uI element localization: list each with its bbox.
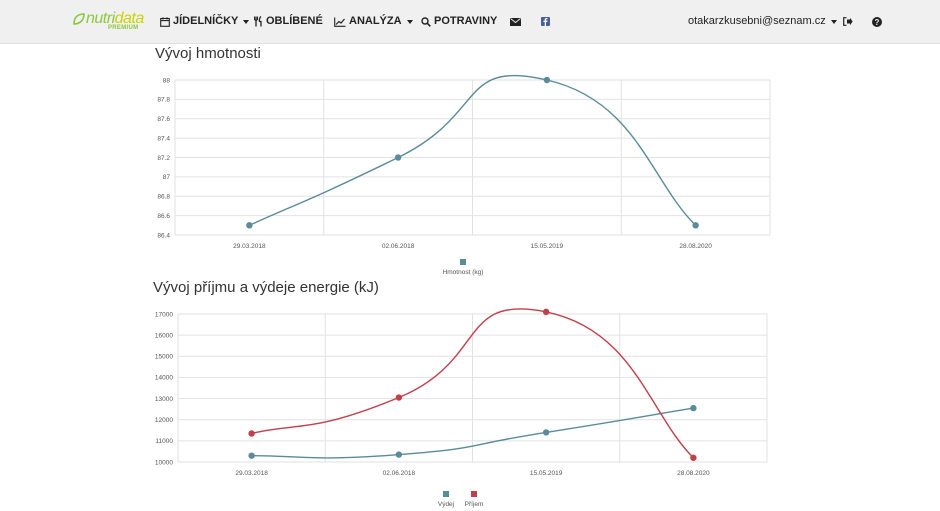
nav-jidelnicky[interactable]: JÍDELNÍČKY bbox=[160, 0, 250, 43]
user-menu[interactable]: otakarzkusebni@seznam.cz bbox=[688, 0, 837, 43]
data-point[interactable] bbox=[542, 308, 550, 316]
data-point[interactable] bbox=[690, 404, 697, 412]
x-tick-label: 28.08.2020 bbox=[679, 243, 712, 250]
data-point[interactable] bbox=[542, 429, 550, 436]
navbar: nutridata PREMIUM JÍDELNÍČKY OBLÍBENÉ AN… bbox=[0, 0, 940, 44]
weight-chart-title: Vývoj hmotnosti bbox=[155, 45, 261, 62]
logo-premium: PREMIUM bbox=[108, 25, 139, 31]
x-tick-label: 02.06.2018 bbox=[382, 243, 415, 250]
nav-oblibene[interactable]: OBLÍBENÉ bbox=[254, 0, 323, 43]
y-tick-label: 87 bbox=[163, 174, 171, 181]
x-tick-label: 29.03.2018 bbox=[233, 243, 266, 250]
x-tick-label: 15.05.2019 bbox=[531, 243, 564, 250]
legend-label[interactable]: Příjem bbox=[465, 501, 484, 508]
x-tick-label: 28.08.2020 bbox=[677, 470, 710, 477]
line-chart-icon bbox=[334, 17, 346, 27]
legend-label[interactable]: Hmotnost (kg) bbox=[443, 269, 484, 276]
y-tick-label: 87.2 bbox=[157, 155, 170, 162]
legend-marker[interactable] bbox=[443, 491, 449, 497]
y-tick-label: 87.6 bbox=[157, 116, 170, 123]
energy-chart: 10000 11000 12000 13000 14000 15000 16000 17000… bbox=[155, 308, 768, 508]
nav-potraviny-label: POTRAVINY bbox=[434, 15, 498, 27]
nav-analyza[interactable]: ANALÝZA bbox=[334, 0, 413, 43]
x-tick-label: 29.03.2018 bbox=[235, 470, 268, 477]
data-point[interactable] bbox=[246, 222, 253, 229]
y-tick-label: 11000 bbox=[155, 438, 173, 445]
energy-chart-title: Vývoj příjmu a výdeje energie (kJ) bbox=[153, 279, 379, 296]
envelope-icon bbox=[510, 17, 521, 26]
nav-potraviny[interactable]: POTRAVINY bbox=[421, 0, 497, 43]
y-tick-label: 12000 bbox=[155, 417, 173, 424]
data-point[interactable] bbox=[690, 454, 697, 461]
chevron-down-icon bbox=[830, 19, 837, 24]
leaf-icon bbox=[73, 13, 85, 25]
y-tick-label: 86.8 bbox=[157, 194, 170, 201]
data-point[interactable] bbox=[394, 154, 402, 161]
series-line bbox=[251, 407, 694, 459]
y-tick-label: 13000 bbox=[155, 396, 173, 403]
chevron-down-icon bbox=[406, 19, 413, 24]
logout-button[interactable] bbox=[843, 0, 853, 43]
data-point[interactable] bbox=[248, 452, 255, 459]
y-tick-label: 87.4 bbox=[157, 135, 170, 142]
y-tick-label: 86.6 bbox=[157, 213, 170, 220]
svg-text:?: ? bbox=[875, 18, 880, 27]
user-email: otakarzkusebni@seznam.cz bbox=[688, 15, 826, 27]
help-button[interactable]: ? bbox=[872, 0, 882, 43]
logo-text-nutri: nutri bbox=[86, 10, 115, 27]
legend-label[interactable]: Výdej bbox=[438, 501, 454, 508]
help-icon: ? bbox=[872, 16, 882, 27]
x-tick-label: 02.06.2018 bbox=[383, 470, 416, 477]
data-point[interactable] bbox=[395, 451, 403, 458]
cutlery-icon bbox=[254, 16, 262, 27]
series-line bbox=[249, 75, 697, 226]
y-tick-label: 16000 bbox=[155, 332, 173, 339]
y-tick-label: 10000 bbox=[155, 459, 173, 466]
data-point[interactable] bbox=[248, 430, 255, 437]
y-tick-label: 15000 bbox=[155, 354, 173, 361]
y-tick-label: 86.4 bbox=[157, 232, 170, 239]
envelope-button[interactable] bbox=[510, 0, 521, 43]
facebook-button[interactable] bbox=[541, 0, 550, 43]
facebook-icon bbox=[541, 17, 550, 26]
nav-analyza-label: ANALÝZA bbox=[349, 15, 402, 27]
series-line bbox=[251, 308, 694, 459]
y-tick-label: 88 bbox=[163, 77, 171, 84]
x-tick-label: 15.05.2019 bbox=[530, 470, 563, 477]
chevron-down-icon bbox=[243, 19, 250, 24]
legend-marker[interactable] bbox=[471, 491, 477, 497]
logout-icon bbox=[843, 17, 853, 26]
y-tick-label: 87.8 bbox=[157, 97, 170, 104]
nav-jidelnicky-label: JÍDELNÍČKY bbox=[173, 15, 239, 27]
legend-marker[interactable] bbox=[460, 259, 466, 265]
data-point[interactable] bbox=[395, 394, 403, 401]
search-icon bbox=[421, 16, 431, 27]
logo-text-data: data bbox=[114, 10, 145, 27]
weight-chart: 86.4 86.6 86.8 87 87.2 87.4 87.6 87.8 88 29.03.20… bbox=[157, 75, 771, 276]
data-point[interactable] bbox=[692, 222, 699, 229]
logo[interactable]: nutridata PREMIUM bbox=[72, 10, 145, 34]
y-tick-label: 17000 bbox=[155, 311, 173, 318]
y-tick-label: 14000 bbox=[155, 375, 173, 382]
data-point[interactable] bbox=[543, 76, 551, 84]
calendar-icon bbox=[160, 16, 170, 27]
nav-oblibene-label: OBLÍBENÉ bbox=[266, 15, 323, 27]
